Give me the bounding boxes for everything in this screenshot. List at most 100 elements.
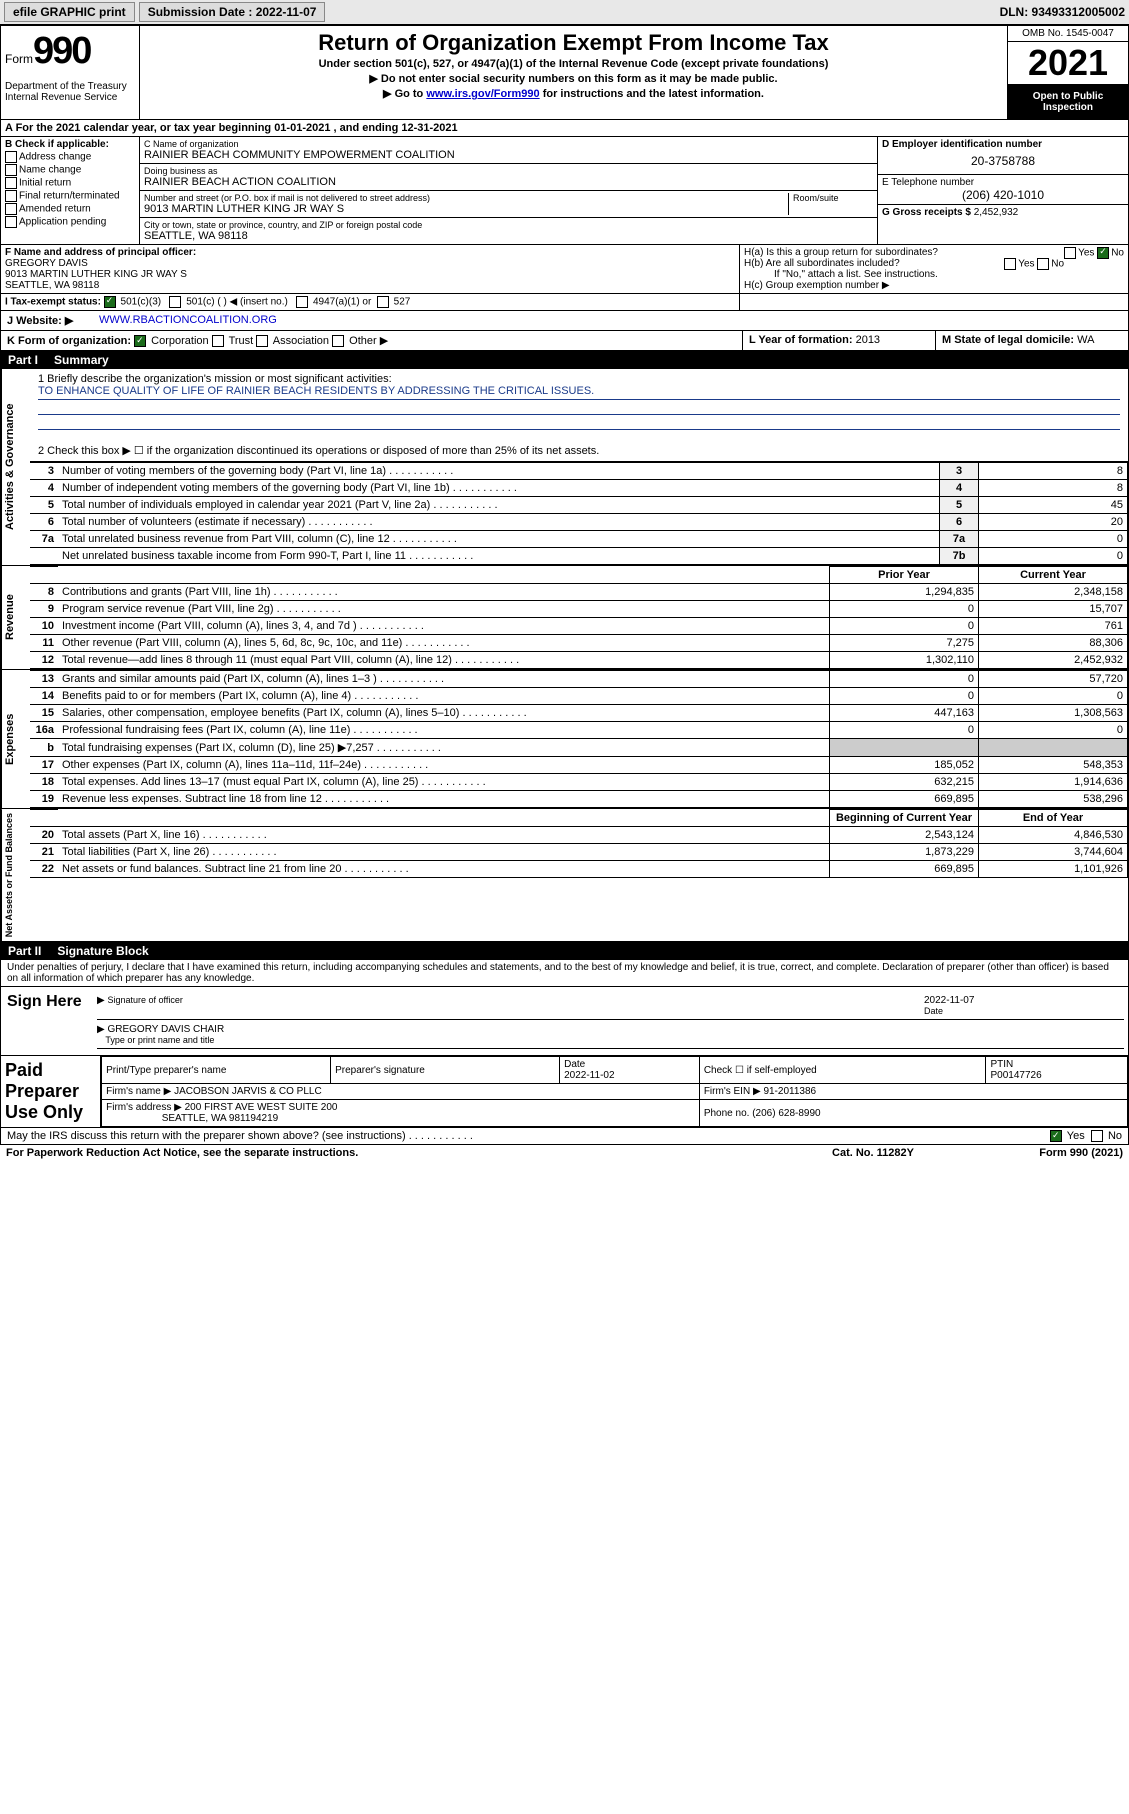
current-year-val: 88,306: [979, 635, 1128, 652]
chk-application-pending[interactable]: Application pending: [5, 216, 135, 228]
hc-label: H(c) Group exemption number ▶: [744, 280, 1124, 291]
header-sub3: ▶ Go to www.irs.gov/Form990 for instruct…: [144, 87, 1003, 100]
topbar: efile GRAPHIC print Submission Date : 20…: [0, 0, 1129, 25]
gross-receipts-value: 2,452,932: [974, 207, 1019, 218]
f-label: F Name and address of principal officer:: [5, 247, 196, 258]
submission-date: Submission Date : 2022-11-07: [139, 2, 326, 22]
sign-here-label: Sign Here: [1, 987, 93, 1055]
line-num: b: [30, 739, 58, 757]
officer-addr2: SEATTLE, WA 98118: [5, 280, 99, 291]
line-desc: Other revenue (Part VIII, column (A), li…: [58, 635, 830, 652]
prior-year-val: 7,275: [830, 635, 979, 652]
q2-discontinued: 2 Check this box ▶ ☐ if the organization…: [38, 444, 1120, 457]
prior-year-val: [830, 739, 979, 757]
line-val: 0: [979, 531, 1128, 548]
line-desc: Benefits paid to or for members (Part IX…: [58, 688, 830, 705]
b-header: B Check if applicable:: [5, 139, 135, 150]
mission-text: TO ENHANCE QUALITY OF LIFE OF RAINIER BE…: [38, 385, 1120, 400]
current-year-val: 2,348,158: [979, 584, 1128, 601]
chk-address-change[interactable]: Address change: [5, 151, 135, 163]
line-desc: Contributions and grants (Part VIII, lin…: [58, 584, 830, 601]
line-desc: Total number of volunteers (estimate if …: [58, 514, 940, 531]
pra-notice: For Paperwork Reduction Act Notice, see …: [6, 1147, 773, 1159]
prior-year-val: 447,163: [830, 705, 979, 722]
vtab-net-assets: Net Assets or Fund Balances: [1, 809, 30, 941]
row-i: I Tax-exempt status: 501(c)(3) 501(c) ( …: [0, 294, 1129, 311]
line-box: 7a: [940, 531, 979, 548]
ha-no-checkbox[interactable]: [1097, 247, 1109, 259]
rev-table: Prior YearCurrent Year 8 Contributions a…: [30, 566, 1128, 669]
line-val: 45: [979, 497, 1128, 514]
chk-amended-return[interactable]: Amended return: [5, 203, 135, 215]
chk-final-return[interactable]: Final return/terminated: [5, 190, 135, 202]
website-link[interactable]: WWW.RBACTIONCOALITION.ORG: [93, 311, 283, 330]
firm-addr: 200 FIRST AVE WEST SUITE 200: [185, 1102, 338, 1113]
chk-501c3[interactable]: [104, 296, 116, 308]
line-num: 6: [30, 514, 58, 531]
line-val: 8: [979, 463, 1128, 480]
line-num: 5: [30, 497, 58, 514]
current-year-val: 3,744,604: [979, 844, 1128, 861]
section-de: D Employer identification number 20-3758…: [877, 137, 1128, 244]
ein-value: 20-3758788: [882, 150, 1124, 172]
current-year-val: 4,846,530: [979, 827, 1128, 844]
row-a-tax-year: A For the 2021 calendar year, or tax yea…: [0, 120, 1129, 137]
e-phone-label: E Telephone number: [882, 177, 1124, 188]
room-label: Room/suite: [793, 193, 873, 203]
form-number: 990: [33, 30, 90, 72]
form-word: Form: [5, 52, 33, 66]
form-title: Return of Organization Exempt From Incom…: [144, 30, 1003, 56]
line-desc: Grants and similar amounts paid (Part IX…: [58, 671, 830, 688]
line-desc: Total assets (Part X, line 16): [58, 827, 830, 844]
chk-discuss-yes[interactable]: [1050, 1130, 1062, 1142]
line-desc: Number of independent voting members of …: [58, 480, 940, 497]
line-desc: Total fundraising expenses (Part IX, col…: [58, 739, 830, 757]
chk-corporation[interactable]: [134, 335, 146, 347]
city-label: City or town, state or province, country…: [144, 220, 873, 230]
tax-year: 2021: [1008, 42, 1128, 85]
firm-name: JACOBSON JARVIS & CO PLLC: [174, 1086, 322, 1097]
omb-number: OMB No. 1545-0047: [1008, 26, 1128, 42]
section-c: C Name of organization RAINIER BEACH COM…: [140, 137, 877, 244]
addr-label: Number and street (or P.O. box if mail i…: [144, 193, 788, 203]
current-year-val: 1,308,563: [979, 705, 1128, 722]
current-year-val: 2,452,932: [979, 652, 1128, 669]
officer-name: GREGORY DAVIS: [5, 258, 88, 269]
prior-year-val: 1,873,229: [830, 844, 979, 861]
hb-label: H(b) Are all subordinates included?: [744, 258, 900, 269]
na-section: Net Assets or Fund Balances Beginning of…: [0, 809, 1129, 942]
chk-name-change[interactable]: Name change: [5, 164, 135, 176]
exp-table: 13 Grants and similar amounts paid (Part…: [30, 670, 1128, 808]
row-j: J Website: ▶ WWW.RBACTIONCOALITION.ORG: [0, 311, 1129, 331]
line-desc: Number of voting members of the governin…: [58, 463, 940, 480]
irs-link[interactable]: www.irs.gov/Form990: [426, 88, 539, 100]
rev-section: Revenue Prior YearCurrent Year 8 Contrib…: [0, 566, 1129, 670]
chk-initial-return[interactable]: Initial return: [5, 177, 135, 189]
section-b: B Check if applicable: Address change Na…: [1, 137, 140, 244]
line-desc: Revenue less expenses. Subtract line 18 …: [58, 791, 830, 808]
line-desc: Investment income (Part VIII, column (A)…: [58, 618, 830, 635]
prior-year-val: 1,302,110: [830, 652, 979, 669]
line-num: 4: [30, 480, 58, 497]
line-num: 20: [30, 827, 58, 844]
line-box: 5: [940, 497, 979, 514]
current-year-val: 15,707: [979, 601, 1128, 618]
officer-name-title: GREGORY DAVIS CHAIR: [107, 1024, 224, 1035]
firm-phone: (206) 628-8990: [752, 1108, 820, 1119]
form-id-box: Form990 Department of the Treasury Inter…: [1, 26, 140, 119]
paid-prep-label: Paid Preparer Use Only: [1, 1056, 101, 1127]
prior-year-val: 2,543,124: [830, 827, 979, 844]
line-desc: Total revenue—add lines 8 through 11 (mu…: [58, 652, 830, 669]
irs-discuss-q: May the IRS discuss this return with the…: [7, 1130, 1050, 1142]
line-num: 8: [30, 584, 58, 601]
form-ref: Form 990 (2021): [973, 1147, 1123, 1159]
line-num: 12: [30, 652, 58, 669]
efile-print-button[interactable]: efile GRAPHIC print: [4, 2, 135, 22]
current-year-val: 0: [979, 722, 1128, 739]
city-state-zip: SEATTLE, WA 98118: [144, 230, 873, 242]
line-num: 22: [30, 861, 58, 878]
firm-city: SEATTLE, WA 981194219: [162, 1113, 279, 1124]
officer-addr1: 9013 MARTIN LUTHER KING JR WAY S: [5, 269, 187, 280]
prior-year-val: 669,895: [830, 791, 979, 808]
current-year-val: 0: [979, 688, 1128, 705]
